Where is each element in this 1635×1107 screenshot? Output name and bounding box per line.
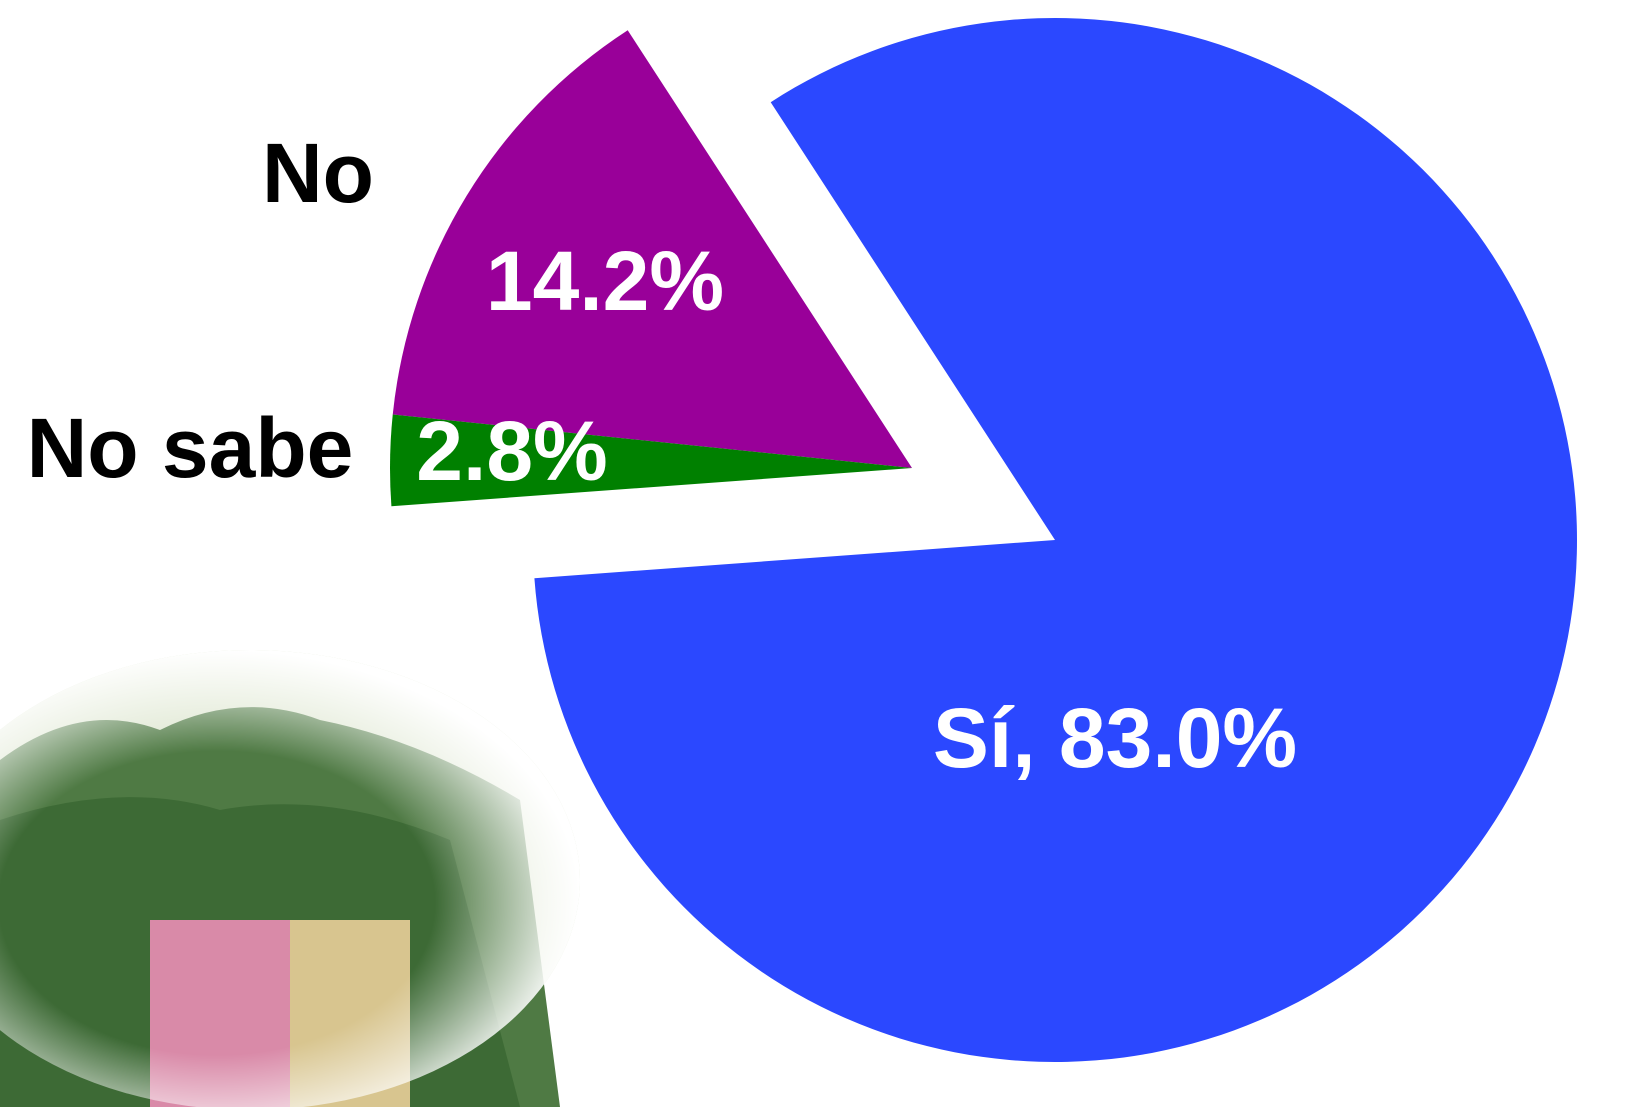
value-label: , 83.0% (1012, 691, 1297, 785)
category-label: No (262, 126, 374, 220)
pie-slice (392, 30, 912, 469)
pie-slice (389, 414, 912, 507)
pie (389, 18, 1577, 1063)
pie-slice (534, 18, 1577, 1063)
category-label: Sí (933, 691, 1015, 785)
slice-label: Sí, 83.0% (933, 691, 1297, 785)
photo (0, 650, 580, 1107)
category-label: No sabe (27, 401, 354, 495)
value-label: 14.2% (486, 234, 724, 328)
value-label: 2.8% (416, 404, 607, 498)
